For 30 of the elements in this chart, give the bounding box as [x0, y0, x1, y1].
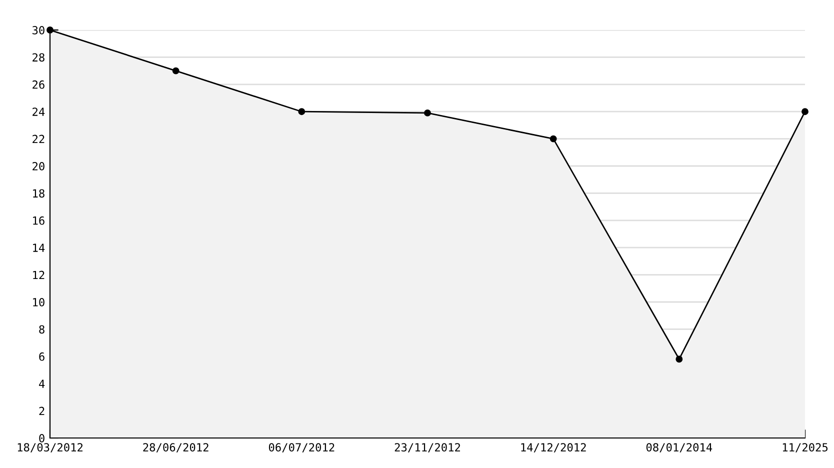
y-tick-label: 24: [32, 108, 45, 116]
point: [676, 356, 683, 363]
y-tick-label: 16: [33, 216, 44, 225]
x-tick-label: 11/2025: [782, 443, 828, 452]
x-tick-label: 23/11/2012: [394, 443, 460, 452]
point: [172, 67, 180, 74]
y-tick-label: 2: [39, 406, 44, 416]
y-tick-label: 20: [32, 162, 44, 170]
x-tick-label: 14/12/2012: [521, 443, 586, 452]
y-tick-label: 14: [33, 244, 45, 252]
x-tick-label: 06/07/2012: [268, 443, 334, 452]
y-tick-label: 18: [33, 189, 44, 198]
point: [550, 135, 557, 142]
y-tick-label: 26: [32, 80, 44, 89]
y-tick-label: 10: [33, 298, 44, 306]
point: [46, 26, 54, 34]
point: [802, 108, 808, 116]
y-tick-label: 0: [39, 434, 44, 442]
x-tick-label: 18/03/2012: [18, 443, 83, 452]
y-tick-label: 12: [33, 270, 44, 280]
point: [424, 109, 431, 116]
y-tick-label: 30: [32, 26, 44, 34]
point: [298, 108, 306, 116]
x-tick-label: 08/01/2014: [646, 443, 712, 452]
y-tick-label: 6: [39, 352, 44, 361]
y-tick-label: 22: [32, 134, 44, 144]
y-tick-label: 4: [39, 380, 45, 388]
x-tick-label: 28/06/2012: [143, 443, 208, 452]
y-tick-label: 28: [32, 53, 44, 62]
y-tick-label: 8: [39, 325, 44, 334]
